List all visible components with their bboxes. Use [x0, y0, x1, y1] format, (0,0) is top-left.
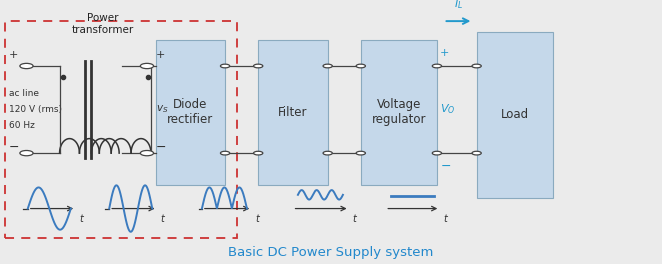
FancyBboxPatch shape — [477, 32, 553, 198]
Text: t: t — [79, 214, 83, 224]
Circle shape — [323, 151, 332, 155]
Text: t: t — [161, 214, 165, 224]
Circle shape — [140, 150, 154, 156]
Circle shape — [254, 64, 263, 68]
Text: 60 Hz: 60 Hz — [9, 121, 34, 130]
Circle shape — [140, 63, 154, 69]
Circle shape — [323, 64, 332, 68]
Text: t: t — [256, 214, 260, 224]
Circle shape — [20, 63, 33, 69]
Text: +: + — [156, 50, 165, 60]
Text: −: − — [156, 141, 166, 154]
Text: Diode
rectifier: Diode rectifier — [167, 98, 213, 126]
Text: +: + — [440, 48, 449, 58]
Circle shape — [356, 151, 365, 155]
Text: 120 V (rms): 120 V (rms) — [9, 105, 62, 114]
FancyBboxPatch shape — [361, 40, 437, 185]
Text: Basic DC Power Supply system: Basic DC Power Supply system — [228, 246, 434, 259]
Text: $v_S$: $v_S$ — [156, 104, 168, 115]
Text: Load: Load — [500, 108, 529, 121]
Circle shape — [356, 64, 365, 68]
Text: −: − — [9, 141, 19, 154]
Text: $V_O$: $V_O$ — [440, 103, 455, 116]
Text: Power
transformer: Power transformer — [71, 13, 134, 35]
Circle shape — [254, 151, 263, 155]
FancyBboxPatch shape — [258, 40, 328, 185]
FancyBboxPatch shape — [156, 40, 225, 185]
Circle shape — [472, 64, 481, 68]
Text: ac line: ac line — [9, 89, 38, 98]
Text: Filter: Filter — [278, 106, 308, 119]
Text: −: − — [440, 160, 451, 173]
Circle shape — [20, 150, 33, 156]
Circle shape — [432, 64, 442, 68]
Circle shape — [472, 151, 481, 155]
Text: t: t — [353, 214, 357, 224]
Circle shape — [220, 64, 230, 68]
Text: $I_L$: $I_L$ — [454, 0, 463, 11]
Text: +: + — [9, 50, 18, 60]
Text: t: t — [444, 214, 448, 224]
Text: Voltage
regulator: Voltage regulator — [371, 98, 426, 126]
Circle shape — [432, 151, 442, 155]
Circle shape — [220, 151, 230, 155]
